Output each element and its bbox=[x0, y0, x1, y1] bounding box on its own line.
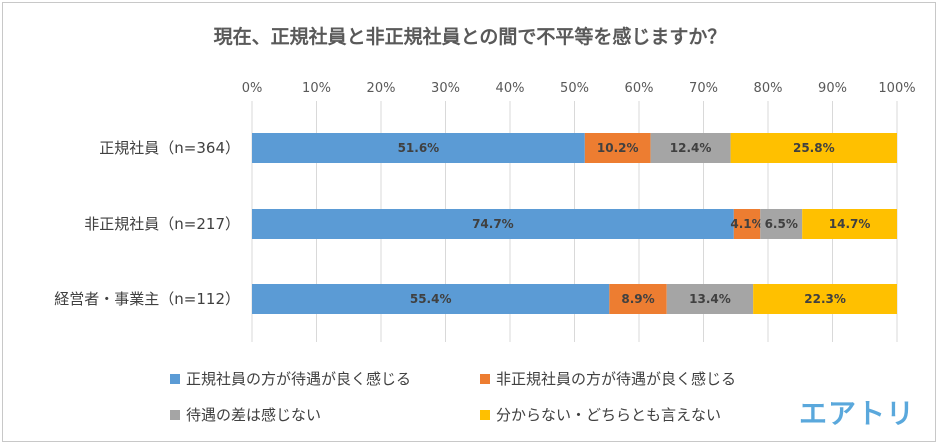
x-tick-label: 30% bbox=[431, 81, 460, 96]
data-label: 55.4% bbox=[410, 292, 452, 306]
bar-segment bbox=[584, 133, 651, 163]
bar-segment bbox=[753, 284, 897, 314]
category-label: 非正規社員（n=217） bbox=[84, 215, 240, 233]
x-tick-label: 40% bbox=[496, 81, 525, 96]
bar-segment bbox=[730, 133, 897, 163]
data-label: 10.2% bbox=[597, 141, 639, 155]
data-label: 13.4% bbox=[689, 292, 731, 306]
x-tick-label: 60% bbox=[625, 81, 654, 96]
legend-label: 待遇の差は感じない bbox=[186, 406, 322, 424]
data-label: 6.5% bbox=[765, 217, 798, 231]
data-label: 12.4% bbox=[670, 141, 712, 155]
legend-label: 非正規社員の方が待遇が良く感じる bbox=[496, 370, 737, 388]
data-label: 22.3% bbox=[804, 292, 846, 306]
category-label: 経営者・事業主（n=112） bbox=[54, 290, 240, 308]
x-tick-label: 90% bbox=[818, 81, 847, 96]
data-label: 25.8% bbox=[793, 141, 835, 155]
bar-segment bbox=[650, 133, 731, 163]
x-tick-label: 100% bbox=[878, 81, 915, 96]
bar-segment bbox=[802, 209, 897, 239]
data-label: 8.9% bbox=[621, 292, 654, 306]
data-label: 14.7% bbox=[829, 217, 871, 231]
legend-item-unknown: 分からない・どちらとも言えない bbox=[480, 404, 721, 425]
x-tick-label: 80% bbox=[754, 81, 783, 96]
bar-segment bbox=[252, 133, 585, 163]
category-label: 正規社員（n=364） bbox=[99, 139, 240, 157]
legend-swatch bbox=[170, 373, 180, 384]
x-tick-label: 50% bbox=[560, 81, 589, 96]
x-tick-label: 70% bbox=[689, 81, 718, 96]
data-label: 74.7% bbox=[472, 217, 514, 231]
bar-segment bbox=[609, 284, 667, 314]
legend-item-no-difference: 待遇の差は感じない bbox=[170, 404, 321, 425]
legend-item-nonregular-better: 非正規社員の方が待遇が良く感じる bbox=[480, 368, 736, 389]
x-tick-label: 10% bbox=[302, 81, 331, 96]
chart-title: 現在、正規社員と非正規社員との間で不平等を感じますか？ bbox=[213, 26, 727, 48]
data-label: 4.1% bbox=[730, 217, 763, 231]
legend-label: 分からない・どちらとも言えない bbox=[496, 406, 722, 424]
x-tick-label: 20% bbox=[367, 81, 396, 96]
bar-segment bbox=[733, 209, 761, 239]
legend-swatch bbox=[170, 409, 180, 420]
bar-segment bbox=[252, 284, 610, 314]
legend-swatch bbox=[480, 373, 490, 384]
legend-item-regular-better: 正規社員の方が待遇が良く感じる bbox=[170, 368, 411, 389]
x-tick-label: 0% bbox=[242, 81, 263, 96]
legend-swatch bbox=[480, 409, 490, 420]
bar-segment bbox=[252, 209, 734, 239]
data-label: 51.6% bbox=[398, 141, 440, 155]
legend-label: 正規社員の方が待遇が良く感じる bbox=[186, 370, 412, 388]
airtrip-logo: エアトリ bbox=[798, 397, 915, 430]
bar-segment bbox=[666, 284, 754, 314]
bar-segment bbox=[760, 209, 803, 239]
